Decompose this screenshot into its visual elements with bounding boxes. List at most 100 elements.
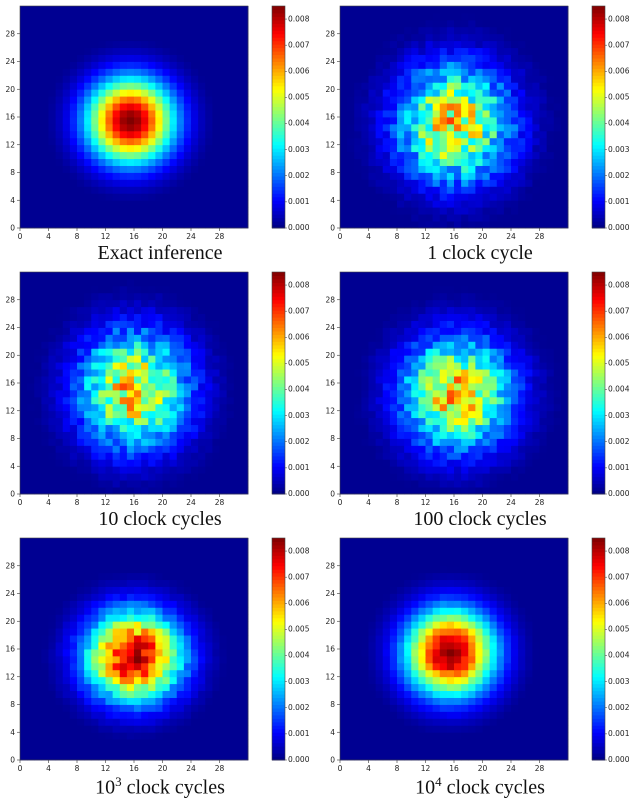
- heatmap-cell: [212, 348, 220, 355]
- heatmap-cell: [454, 279, 462, 286]
- heatmap-cell: [433, 293, 441, 300]
- heatmap-cell: [554, 445, 562, 452]
- heatmap-cell: [447, 166, 455, 173]
- heatmap-cell: [426, 334, 434, 341]
- heatmap-cell: [148, 173, 156, 180]
- y-tick-label: 8: [330, 434, 335, 443]
- heatmap-cell: [84, 677, 92, 684]
- heatmap-cell: [227, 110, 235, 117]
- heatmap-cell: [98, 459, 106, 466]
- heatmap-cell: [376, 369, 384, 376]
- heatmap-cell: [518, 397, 526, 404]
- heatmap-cell: [134, 705, 142, 712]
- heatmap-cell: [27, 432, 35, 439]
- heatmap-cell: [34, 404, 42, 411]
- heatmap-cell: [148, 27, 156, 34]
- heatmap-cell: [134, 48, 142, 55]
- heatmap-cell: [504, 152, 512, 159]
- heatmap-cell: [77, 279, 85, 286]
- heatmap-cell: [56, 62, 64, 69]
- heatmap-cell: [220, 670, 228, 677]
- heatmap-cell: [34, 418, 42, 425]
- heatmap-cell: [163, 473, 171, 480]
- heatmap-cell: [511, 432, 519, 439]
- heatmap-cell: [504, 27, 512, 34]
- heatmap-cell: [84, 48, 92, 55]
- heatmap-cell: [383, 480, 391, 487]
- heatmap-cell: [340, 186, 348, 193]
- heatmap-cell: [27, 27, 35, 34]
- heatmap-cell: [70, 96, 78, 103]
- heatmap-cell: [120, 82, 128, 89]
- heatmap-cell: [554, 96, 562, 103]
- heatmap-cell: [234, 362, 242, 369]
- heatmap-cell: [220, 341, 228, 348]
- heatmap-cell: [504, 173, 512, 180]
- heatmap-cell: [170, 68, 178, 75]
- heatmap-cell: [475, 207, 483, 214]
- heatmap-cell: [404, 348, 412, 355]
- heatmap-cell: [554, 418, 562, 425]
- heatmap-cell: [490, 6, 498, 13]
- heatmap-cell: [20, 432, 28, 439]
- heatmap-cell: [554, 200, 562, 207]
- heatmap-cell: [547, 159, 555, 166]
- heatmap-cell: [134, 466, 142, 473]
- heatmap-cell: [418, 152, 426, 159]
- heatmap-cell: [191, 348, 199, 355]
- colorbar-segment: [272, 197, 285, 201]
- heatmap-cell: [98, 207, 106, 214]
- heatmap-cell: [490, 166, 498, 173]
- heatmap-cell: [433, 355, 441, 362]
- heatmap-cell: [411, 145, 419, 152]
- heatmap-cell: [475, 341, 483, 348]
- heatmap-cell: [411, 397, 419, 404]
- heatmap-cell: [376, 124, 384, 131]
- heatmap-cell: [475, 200, 483, 207]
- heatmap-cell: [205, 321, 213, 328]
- colorbar-segment: [272, 324, 285, 328]
- heatmap-cell: [554, 328, 562, 335]
- heatmap-cell: [369, 487, 377, 494]
- heatmap-cell: [177, 221, 185, 228]
- heatmap-cell: [390, 321, 398, 328]
- heatmap-cell: [205, 390, 213, 397]
- heatmap-cell: [383, 279, 391, 286]
- heatmap-cell: [184, 383, 192, 390]
- heatmap-cell: [127, 138, 135, 145]
- heatmap-cell: [347, 487, 355, 494]
- heatmap-cell: [106, 152, 114, 159]
- heatmap-cell: [127, 207, 135, 214]
- heatmap-cell: [91, 41, 99, 48]
- heatmap-cell: [84, 152, 92, 159]
- heatmap-cell: [148, 383, 156, 390]
- colorbar-segment: [272, 193, 285, 197]
- heatmap-cell: [383, 89, 391, 96]
- heatmap-cell: [77, 55, 85, 62]
- heatmap-cell: [369, 279, 377, 286]
- heatmap-cell: [20, 334, 28, 341]
- heatmap-cell: [20, 670, 28, 677]
- heatmap-cell: [433, 200, 441, 207]
- heatmap-cell: [113, 314, 121, 321]
- heatmap-cell: [511, 404, 519, 411]
- heatmap-cell: [347, 13, 355, 20]
- colorbar-segment: [592, 380, 605, 384]
- heatmap-cell: [41, 732, 49, 739]
- heatmap-cell: [340, 348, 348, 355]
- heatmap-cell: [84, 732, 92, 739]
- heatmap-cell: [461, 13, 469, 20]
- heatmap-cell: [198, 27, 206, 34]
- heatmap-cell: [468, 418, 476, 425]
- heatmap-cell: [397, 432, 405, 439]
- heatmap-cell: [212, 279, 220, 286]
- colorbar: 0.0000.0010.0020.0030.0040.0050.0060.007…: [272, 6, 310, 232]
- heatmap-cell: [383, 124, 391, 131]
- heatmap-cell: [56, 445, 64, 452]
- heatmap-cell: [447, 214, 455, 221]
- heatmap-cell: [426, 314, 434, 321]
- heatmap-cell: [20, 179, 28, 186]
- heatmap-cell: [433, 328, 441, 335]
- caption-exact: Exact inference: [0, 242, 320, 265]
- heatmap-cell: [205, 110, 213, 117]
